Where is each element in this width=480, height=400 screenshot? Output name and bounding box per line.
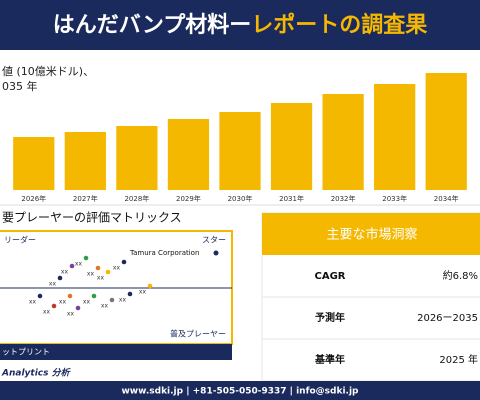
matrix-point-label: xx <box>61 269 69 276</box>
matrix-point-label: xx <box>101 303 109 310</box>
matrix-point-label: xx <box>75 261 83 268</box>
matrix-point <box>147 283 153 289</box>
insights-header <box>262 213 480 255</box>
matrix-point <box>105 269 111 275</box>
quadrant-label: 普及プレーヤー <box>170 329 226 339</box>
matrix-footer: Analytics 分析 <box>1 368 72 379</box>
matrix-point <box>109 297 115 303</box>
matrix-point-label: xx <box>29 299 37 306</box>
matrix-point <box>83 255 89 261</box>
insight-value: 約6.8% <box>443 269 478 282</box>
matrix-point <box>57 275 63 281</box>
insights-title: 主要な市場洞察 <box>326 227 417 243</box>
x-tick-label: 2034年 <box>434 194 459 203</box>
matrix-point-label: xx <box>49 281 57 288</box>
matrix-point <box>121 259 127 265</box>
matrix-point-label: xx <box>43 309 51 316</box>
bar <box>270 103 313 190</box>
insight-label: CAGR <box>315 271 346 282</box>
x-tick-label: 2027年 <box>73 194 98 203</box>
y-label: 値 (10億米ドル)、 <box>2 65 94 78</box>
highlight-label: Tamura Corporation <box>129 249 199 257</box>
matrix-point <box>51 303 57 309</box>
bar <box>13 137 55 190</box>
bar <box>167 119 210 190</box>
matrix-title: 要プレーヤーの評価マトリックス <box>2 210 182 225</box>
matrix-point-label: xx <box>59 299 67 306</box>
bar <box>219 112 261 190</box>
x-tick-label: 2031年 <box>279 194 304 203</box>
header-title: はんだバンプ材料ーレポートの調査果 <box>53 12 427 38</box>
matrix-point <box>95 265 101 271</box>
bar <box>374 84 416 190</box>
footer-bar <box>0 381 480 400</box>
header-bar <box>0 0 480 50</box>
matrix-point <box>69 263 75 269</box>
axis-bar <box>0 344 232 360</box>
matrix-point <box>67 293 73 299</box>
matrix-point <box>75 305 81 311</box>
x-tick-label: 2033年 <box>382 194 407 203</box>
x-tick-label: 2028年 <box>124 194 149 203</box>
x-tick-label: 2026年 <box>21 194 46 203</box>
footer-text: www.sdki.jp | +81-505-050-9337 | info@sd… <box>121 387 359 397</box>
title-main: はんだバンプ材料ー <box>53 13 251 38</box>
quadrant-label: リーダー <box>4 235 36 245</box>
matrix-point-label: xx <box>87 271 95 278</box>
matrix-point-label: xx <box>97 275 105 282</box>
axis-label: ットプリント <box>2 348 50 357</box>
insight-value: 2026ー2035 <box>417 313 478 324</box>
bar <box>425 73 467 190</box>
matrix-point-label: xx <box>139 289 147 296</box>
matrix-point-label: xx <box>67 311 75 318</box>
bar <box>322 94 364 190</box>
x-tick-label: 2032年 <box>331 194 356 203</box>
insight-label: 基準年 <box>314 353 345 366</box>
matrix-point <box>37 293 43 299</box>
highlight-dot <box>213 250 219 256</box>
insight-label: 予測年 <box>315 311 345 324</box>
bar <box>64 132 106 190</box>
insight-value: 2025 年 <box>439 353 478 366</box>
bar <box>116 126 158 190</box>
matrix-point-label: xx <box>119 297 127 304</box>
x-tick-label: 2030年 <box>228 194 253 203</box>
title-accent: レポートの調査果 <box>251 12 427 38</box>
y-label: 035 年 <box>2 79 38 93</box>
matrix-point <box>127 291 133 297</box>
quadrant-label: スター <box>202 236 226 245</box>
matrix-point-label: xx <box>83 299 91 306</box>
matrix-point <box>91 293 97 299</box>
matrix-point-label: xx <box>113 265 121 272</box>
x-tick-label: 2029年 <box>176 194 201 203</box>
